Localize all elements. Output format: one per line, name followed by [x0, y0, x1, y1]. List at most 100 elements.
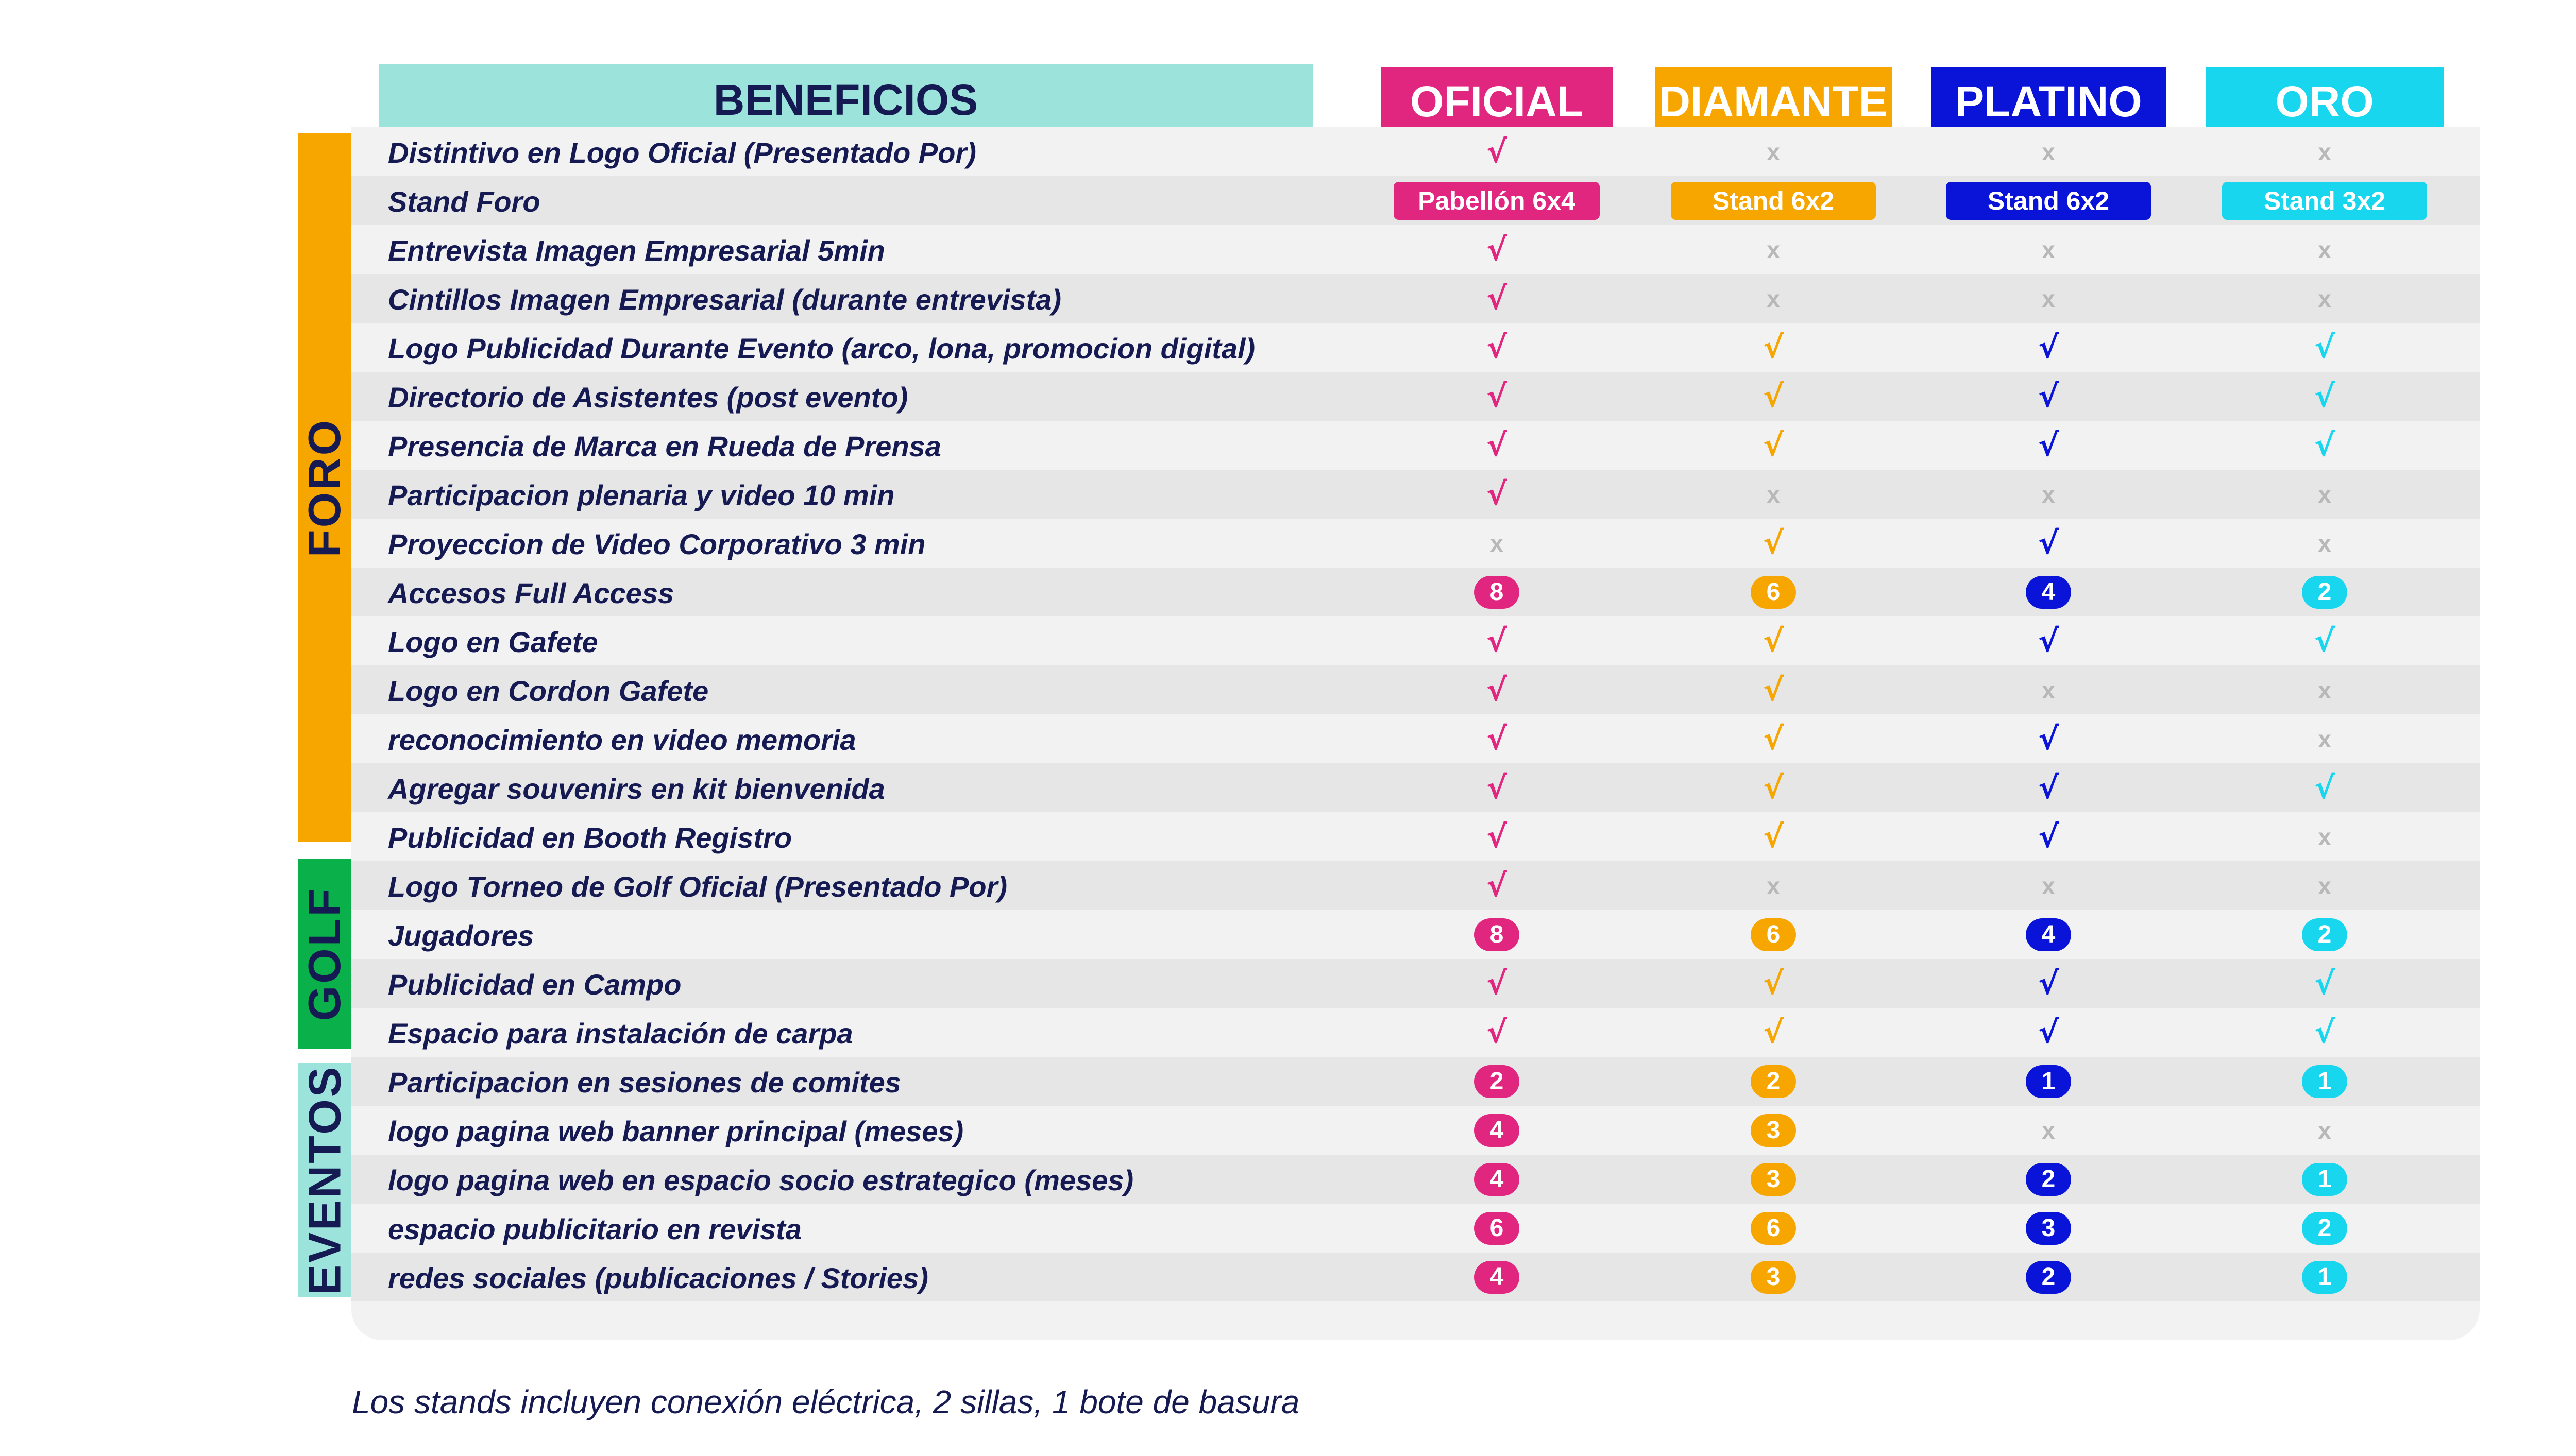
- table-row: [351, 568, 2480, 616]
- check-icon: √: [1486, 818, 1507, 855]
- check-icon: √: [2314, 427, 2335, 464]
- cell-oficial: √: [1373, 861, 1620, 910]
- cell-diamante: 3: [1650, 1253, 1897, 1301]
- cross-icon: x: [2318, 1117, 2331, 1144]
- cell-platino: x: [1925, 470, 2172, 519]
- cross-icon: x: [2318, 676, 2331, 704]
- cell-diamante: x: [1650, 470, 1897, 519]
- table-row: [351, 763, 2480, 812]
- cell-oficial: √: [1373, 959, 1620, 1008]
- cross-icon: x: [2318, 823, 2331, 850]
- count-badge: 4: [2026, 918, 2071, 951]
- count-badge: 3: [1751, 1114, 1796, 1147]
- check-icon: √: [2038, 427, 2059, 464]
- cell-oro: 2: [2201, 1204, 2448, 1253]
- cell-oficial: √: [1373, 225, 1620, 274]
- cell-diamante: √: [1650, 959, 1897, 1008]
- cell-oro: √: [2201, 616, 2448, 665]
- check-icon: √: [2038, 1014, 2059, 1051]
- benefit-label: espacio publicitario en revista: [388, 1213, 802, 1245]
- count-badge: 4: [1474, 1162, 1519, 1196]
- cell-oficial: 2: [1373, 1057, 1620, 1106]
- cross-icon: x: [1767, 872, 1780, 899]
- cell-diamante: √: [1650, 372, 1897, 421]
- cell-diamante: √: [1650, 714, 1897, 763]
- cell-oficial: √: [1373, 372, 1620, 421]
- cell-platino: 3: [1925, 1204, 2172, 1253]
- count-badge: 2: [2026, 1260, 2071, 1294]
- cell-diamante: 3: [1650, 1106, 1897, 1155]
- cell-platino: x: [1925, 665, 2172, 714]
- check-icon: √: [2314, 965, 2335, 1002]
- cross-icon: x: [1767, 138, 1780, 165]
- cell-oro: x: [2201, 812, 2448, 861]
- check-icon: √: [1762, 329, 1784, 366]
- cell-oro: 1: [2201, 1253, 2448, 1301]
- cell-oficial: 4: [1373, 1106, 1620, 1155]
- check-icon: √: [1486, 965, 1507, 1002]
- cell-platino: Stand 6x2: [1925, 176, 2172, 225]
- cell-oficial: 8: [1373, 910, 1620, 959]
- benefit-label: reconocimiento en video memoria: [388, 724, 856, 756]
- cross-icon: x: [2042, 1117, 2055, 1144]
- cross-icon: x: [2318, 138, 2331, 165]
- check-icon: √: [1762, 427, 1784, 464]
- cell-oro: x: [2201, 714, 2448, 763]
- check-icon: √: [2038, 329, 2059, 366]
- beneficios-header-label: BENEFICIOS: [713, 75, 978, 124]
- cross-icon: x: [2042, 481, 2055, 508]
- cell-oficial: x: [1373, 519, 1620, 568]
- cell-platino: √: [1925, 714, 2172, 763]
- check-icon: √: [1486, 329, 1507, 366]
- cell-oficial: √: [1373, 274, 1620, 323]
- check-icon: √: [2038, 623, 2059, 659]
- count-badge: 6: [1751, 918, 1796, 951]
- benefit-label: Publicidad en Booth Registro: [388, 821, 792, 854]
- tier-header-label: DIAMANTE: [1659, 77, 1888, 126]
- cell-oro: x: [2201, 470, 2448, 519]
- category-golf-bar: GOLF: [298, 859, 351, 1049]
- check-icon: √: [1486, 133, 1507, 170]
- count-badge: 4: [2026, 575, 2071, 609]
- cell-oro: 1: [2201, 1057, 2448, 1106]
- stand-size-badge: Stand 6x2: [1671, 181, 1876, 220]
- cell-oficial: √: [1373, 714, 1620, 763]
- cell-platino: x: [1925, 127, 2172, 176]
- cross-icon: x: [1767, 481, 1780, 508]
- cell-platino: √: [1925, 421, 2172, 470]
- table-row: [351, 959, 2480, 1008]
- count-badge: 2: [2302, 575, 2347, 609]
- check-icon: √: [1762, 721, 1784, 757]
- cross-icon: x: [2318, 285, 2331, 312]
- benefit-label: Logo Publicidad Durante Evento (arco, lo…: [388, 332, 1256, 365]
- count-badge: 8: [1474, 918, 1519, 951]
- stand-size-badge: Pabellón 6x4: [1394, 181, 1600, 220]
- benefit-label: Presencia de Marca en Rueda de Prensa: [388, 430, 941, 463]
- cell-oficial: 8: [1373, 568, 1620, 616]
- table-row: [351, 1253, 2480, 1301]
- cell-platino: x: [1925, 861, 2172, 910]
- check-icon: √: [1762, 378, 1784, 415]
- benefit-label: Participacion plenaria y video 10 min: [388, 479, 895, 511]
- check-icon: √: [2038, 378, 2059, 415]
- check-icon: √: [2314, 378, 2335, 415]
- count-badge: 3: [2026, 1211, 2071, 1245]
- cell-oro: 1: [2201, 1155, 2448, 1204]
- category-foro-bar: FORO: [298, 133, 351, 842]
- cell-diamante: √: [1650, 812, 1897, 861]
- check-icon: √: [1762, 1014, 1784, 1051]
- cell-platino: √: [1925, 616, 2172, 665]
- cell-oficial: √: [1373, 812, 1620, 861]
- cell-oro: √: [2201, 421, 2448, 470]
- check-icon: √: [1486, 476, 1507, 512]
- benefit-label: redes sociales (publicaciones / Stories): [388, 1262, 928, 1294]
- table-row: [351, 274, 2480, 323]
- cell-oro: x: [2201, 225, 2448, 274]
- check-icon: √: [1486, 378, 1507, 415]
- cell-platino: 1: [1925, 1057, 2172, 1106]
- check-icon: √: [2038, 525, 2059, 561]
- cell-oficial: √: [1373, 421, 1620, 470]
- cell-diamante: √: [1650, 616, 1897, 665]
- cell-oro: 2: [2201, 568, 2448, 616]
- benefit-label: Stand Foro: [388, 185, 540, 218]
